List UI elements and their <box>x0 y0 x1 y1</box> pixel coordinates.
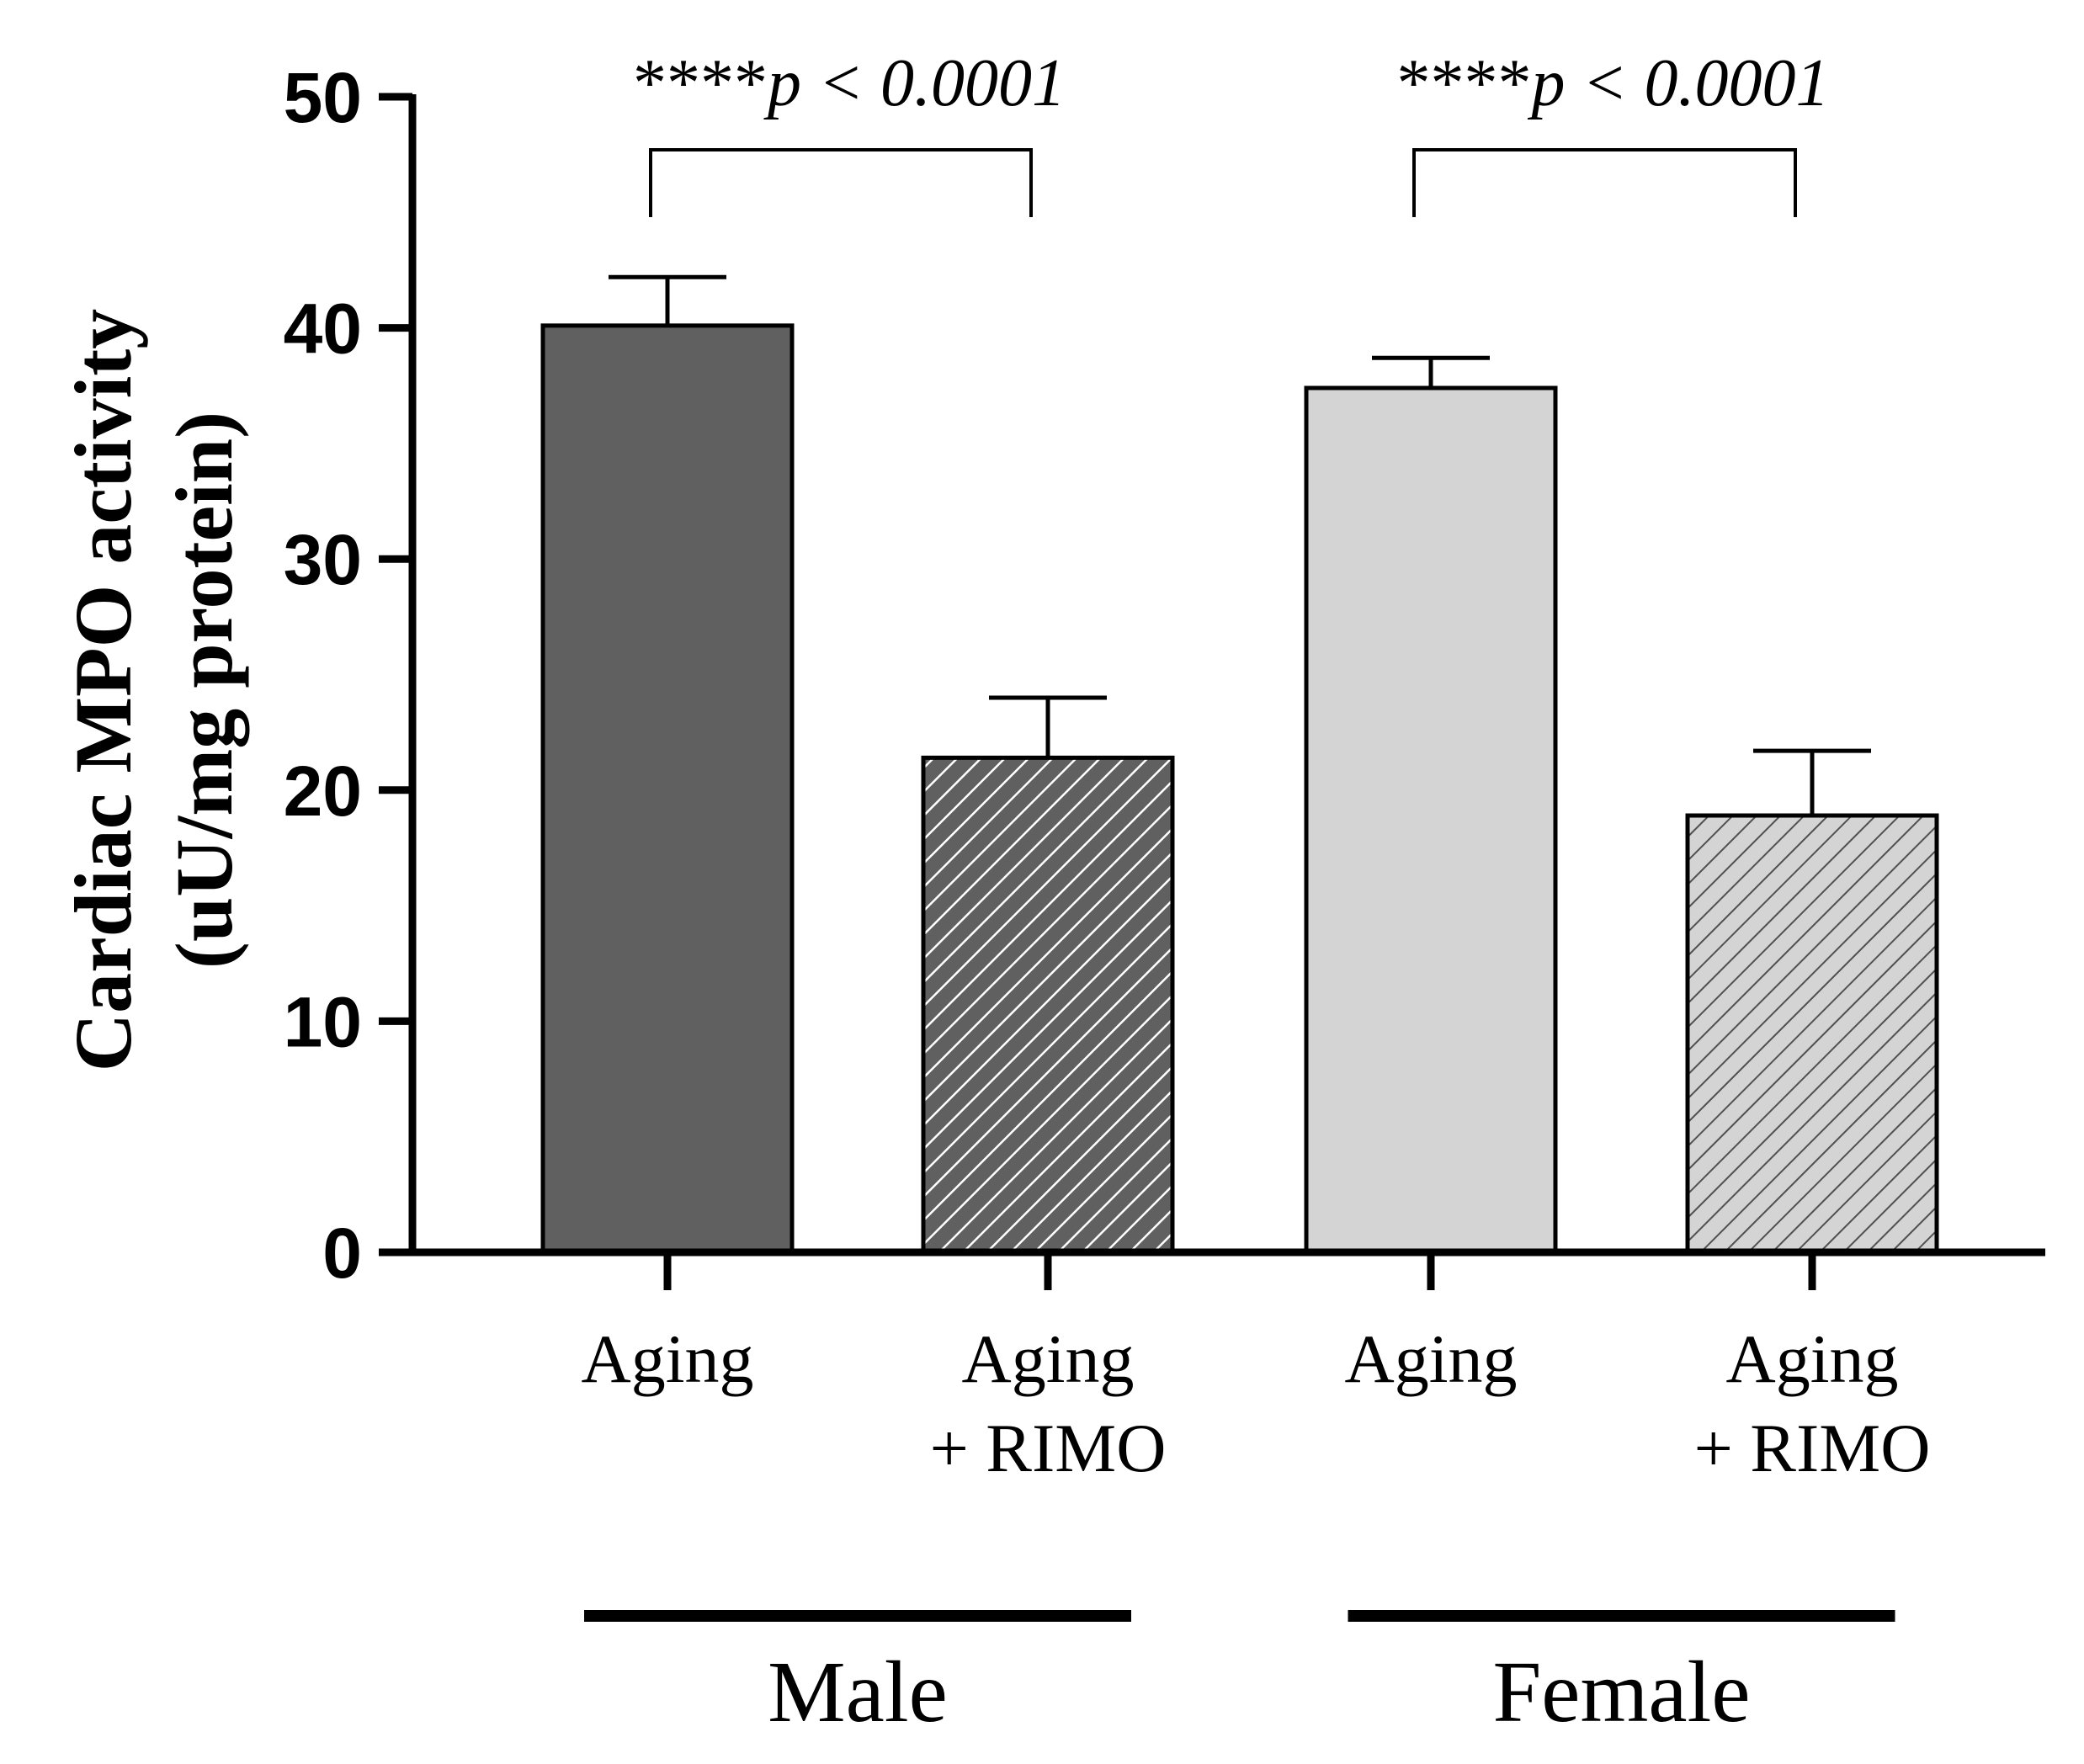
significance-pvalue-0: p < 0.0001 <box>763 46 1066 120</box>
x-tick-label-2: Aging <box>1345 1320 1518 1397</box>
bar-2 <box>1304 385 1558 1255</box>
significance-stars-0: **** <box>633 46 768 120</box>
y-axis-title: Cardiac MPO activity (uU/mg protein) <box>58 309 249 1071</box>
significance-pvalue-1: p < 0.0001 <box>1528 46 1830 120</box>
bar-1 <box>921 755 1175 1255</box>
y-axis-title-line2: (uU/mg protein) <box>159 412 249 969</box>
significance-bracket-0 <box>649 148 1033 217</box>
x-tick-label-1: Aging <box>962 1320 1135 1397</box>
bar-0 <box>540 323 795 1255</box>
x-tick-label-0: Aging <box>582 1320 754 1397</box>
bar-3 <box>1685 813 1939 1255</box>
x-tick-label-3-line2: + RIMO <box>1694 1410 1931 1486</box>
y-tick-label-4: 40 <box>284 290 362 369</box>
group-label-1: Female <box>1492 1644 1750 1740</box>
y-tick-label-5: 50 <box>284 58 362 137</box>
y-axis-title-line1: Cardiac MPO activity <box>58 309 148 1071</box>
significance-label-0: ****p < 0.0001 <box>633 46 1066 120</box>
x-tick-label-1-line2: + RIMO <box>930 1410 1167 1486</box>
x-tick-label-3: Aging <box>1726 1320 1899 1397</box>
y-tick-label-2: 20 <box>284 752 362 831</box>
significance-stars-1: **** <box>1397 46 1532 120</box>
y-tick-label-1: 10 <box>284 982 362 1061</box>
plot-area: 0 10 20 30 40 50 Aging Aging + RIMO Aging Aging + R… <box>284 46 2045 1740</box>
significance-label-1: ****p < 0.0001 <box>1397 46 1830 120</box>
significance-bracket-1 <box>1412 148 1797 217</box>
y-tick-label-0: 0 <box>322 1214 362 1293</box>
group-label-0: Male <box>768 1644 948 1740</box>
y-tick-label-3: 30 <box>284 520 362 599</box>
